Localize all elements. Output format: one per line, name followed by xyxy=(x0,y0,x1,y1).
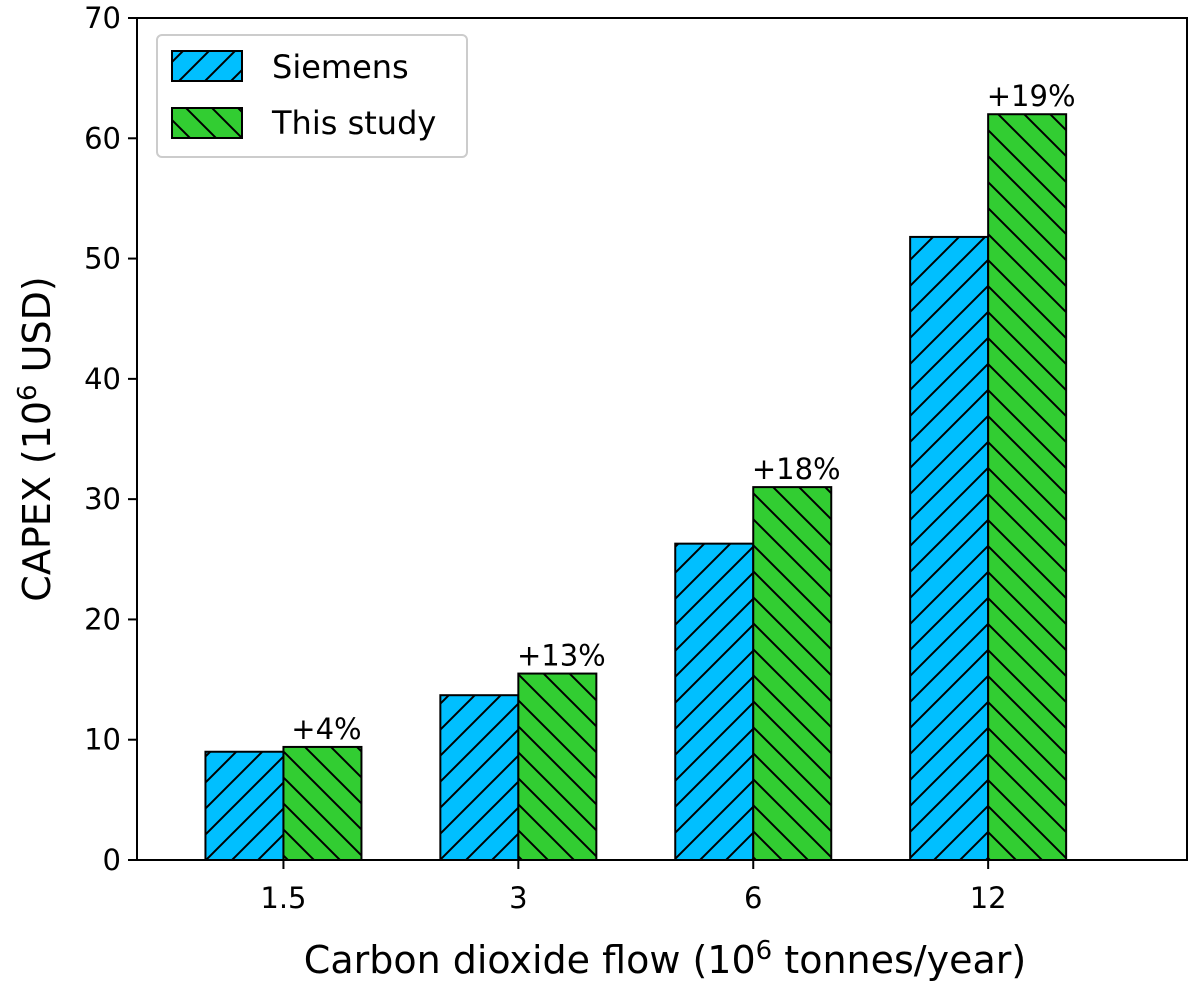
x-tick-label: 12 xyxy=(970,881,1007,915)
x-tick-label: 6 xyxy=(744,881,762,915)
legend-label-this-study: This study xyxy=(271,104,436,142)
y-tick-label: 70 xyxy=(84,1,121,35)
legend-swatch-this-study xyxy=(171,107,243,139)
bar-this-study xyxy=(752,486,833,861)
bar-siemens xyxy=(204,750,285,861)
y-tick-label: 10 xyxy=(84,723,121,757)
y-axis-ticks: 0 10 20 30 40 50 60 70 xyxy=(84,1,137,877)
bar-this-study xyxy=(987,113,1068,861)
plot-frame xyxy=(136,17,1188,861)
x-axis-ticks: 1.5 3 6 12 xyxy=(260,860,1007,915)
x-tick-label: 1.5 xyxy=(260,881,306,915)
y-tick-label: 40 xyxy=(84,362,121,396)
bars xyxy=(204,113,1068,862)
y-axis-title: CAPEX (106 USD) xyxy=(13,276,59,601)
y-axis-title-superscript: 6 xyxy=(13,384,43,401)
bar-siemens xyxy=(909,235,990,862)
y-tick-label: 20 xyxy=(84,602,121,636)
bar-siemens xyxy=(674,542,755,861)
percent-increase-label: +19% xyxy=(987,79,1076,113)
percent-increase-label: +18% xyxy=(752,452,841,486)
percent-increase-label: +4% xyxy=(291,712,361,746)
bar-this-study xyxy=(282,745,363,862)
y-tick-label: 30 xyxy=(84,482,121,516)
legend: Siemens This study xyxy=(156,34,468,158)
x-axis-title-superscript: 6 xyxy=(756,936,773,966)
x-axis-title: Carbon dioxide flow (106 tonnes/year) xyxy=(304,936,1026,982)
y-tick-label: 50 xyxy=(84,242,121,276)
legend-label-siemens: Siemens xyxy=(272,48,409,86)
percent-increase-label: +13% xyxy=(517,639,606,673)
annotations: +4% +13% +18% +19% xyxy=(291,79,1075,746)
bar-this-study xyxy=(517,672,598,861)
y-tick-label: 0 xyxy=(103,843,121,877)
legend-swatch-siemens xyxy=(171,50,243,82)
x-tick-label: 3 xyxy=(509,881,527,915)
y-tick-label: 60 xyxy=(84,121,121,155)
bar-siemens xyxy=(439,694,520,861)
